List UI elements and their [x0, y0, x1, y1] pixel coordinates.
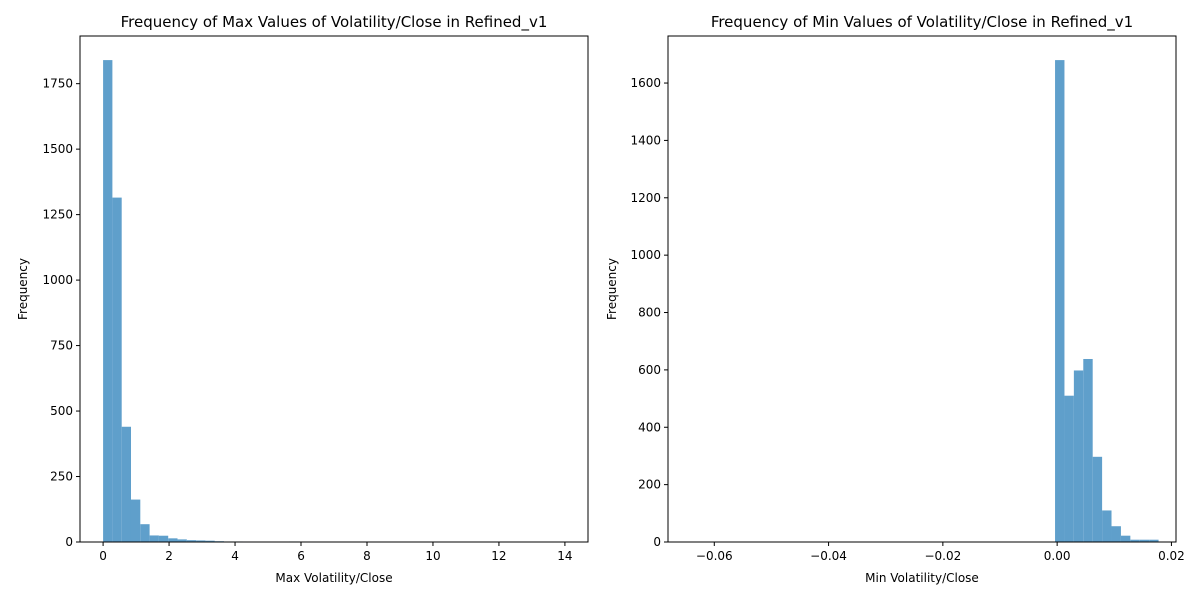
- chart-max-volatility: Frequency of Max Values of Volatility/Cl…: [16, 13, 589, 585]
- y-tick-label: 200: [638, 478, 661, 492]
- x-axis-ticks: 0 2 4 6 8 10 12 14: [99, 542, 573, 563]
- histogram-bar: [1102, 510, 1112, 542]
- histogram-bar: [112, 197, 122, 542]
- y-axis-label: Frequency: [605, 258, 619, 320]
- x-tick-label: 0.00: [1044, 549, 1071, 563]
- chart-title: Frequency of Max Values of Volatility/Cl…: [121, 13, 548, 32]
- histogram-bars: [103, 60, 569, 542]
- histogram-bar: [1064, 395, 1074, 542]
- histogram-bar: [1073, 370, 1084, 542]
- y-tick-label: 1600: [630, 76, 661, 90]
- histogram-bar: [168, 538, 178, 542]
- y-tick-label: 1000: [42, 273, 73, 287]
- plot-frame: [667, 35, 1177, 543]
- x-tick-label: −0.04: [810, 549, 847, 563]
- histogram-bar: [121, 426, 131, 542]
- y-tick-label: 1200: [630, 191, 661, 205]
- y-tick-label: 500: [50, 404, 73, 418]
- y-tick-label: 250: [50, 470, 73, 484]
- x-tick-label: 6: [297, 549, 305, 563]
- x-tick-label: 2: [165, 549, 173, 563]
- histogram-bar: [1083, 358, 1093, 542]
- y-tick-label: 1000: [630, 248, 661, 262]
- x-tick-label: 0: [99, 549, 107, 563]
- chart-title: Frequency of Min Values of Volatility/Cl…: [711, 13, 1133, 32]
- x-axis-label: Min Volatility/Close: [865, 571, 979, 585]
- x-tick-label: 0.02: [1158, 549, 1185, 563]
- histogram-bar: [205, 540, 215, 542]
- x-tick-label: 8: [363, 549, 371, 563]
- histogram-bar: [1092, 456, 1103, 542]
- histogram-bar: [1139, 539, 1150, 542]
- histogram-bar: [1111, 526, 1121, 542]
- y-tick-label: 400: [638, 420, 661, 434]
- x-tick-label: 12: [491, 549, 506, 563]
- histogram-bars: [688, 60, 1159, 542]
- y-axis-ticks: 0 200 400 600 800 1000 1200 1400 1600: [630, 76, 668, 549]
- y-tick-label: 1750: [42, 77, 73, 91]
- y-tick-label: 0: [653, 535, 661, 549]
- histogram-bar: [196, 540, 206, 542]
- plot-frame: [79, 35, 589, 543]
- histogram-bar: [177, 539, 187, 542]
- histogram-bar: [158, 535, 169, 542]
- histogram-bar: [1055, 60, 1065, 542]
- y-tick-label: 1400: [630, 133, 661, 147]
- histogram-bar: [1130, 539, 1140, 542]
- x-tick-label: −0.02: [924, 549, 961, 563]
- y-tick-label: 1250: [42, 208, 73, 222]
- histogram-bar: [149, 535, 159, 542]
- histogram-bar: [130, 499, 141, 542]
- histogram-bar: [1120, 535, 1131, 542]
- y-tick-label: 0: [65, 535, 73, 549]
- x-tick-label: 14: [557, 549, 572, 563]
- y-tick-label: 750: [50, 339, 73, 353]
- y-tick-label: 1500: [42, 142, 73, 156]
- histogram-bar: [1149, 539, 1159, 542]
- chart-min-volatility: Frequency of Min Values of Volatility/Cl…: [605, 13, 1185, 585]
- histogram-bar: [140, 524, 150, 542]
- x-axis-ticks: −0.06 −0.04 −0.02 0.00 0.02: [696, 542, 1185, 563]
- y-axis-label: Frequency: [16, 258, 30, 320]
- x-axis-label: Max Volatility/Close: [275, 571, 392, 585]
- y-axis-ticks: 0 250 500 750 1000 1250 1500 1750: [42, 77, 80, 549]
- y-tick-label: 800: [638, 306, 661, 320]
- histogram-bar: [186, 540, 197, 542]
- histogram-bar: [103, 60, 113, 542]
- y-tick-label: 600: [638, 363, 661, 377]
- x-tick-label: −0.06: [696, 549, 733, 563]
- x-tick-label: 10: [425, 549, 440, 563]
- x-tick-label: 4: [231, 549, 239, 563]
